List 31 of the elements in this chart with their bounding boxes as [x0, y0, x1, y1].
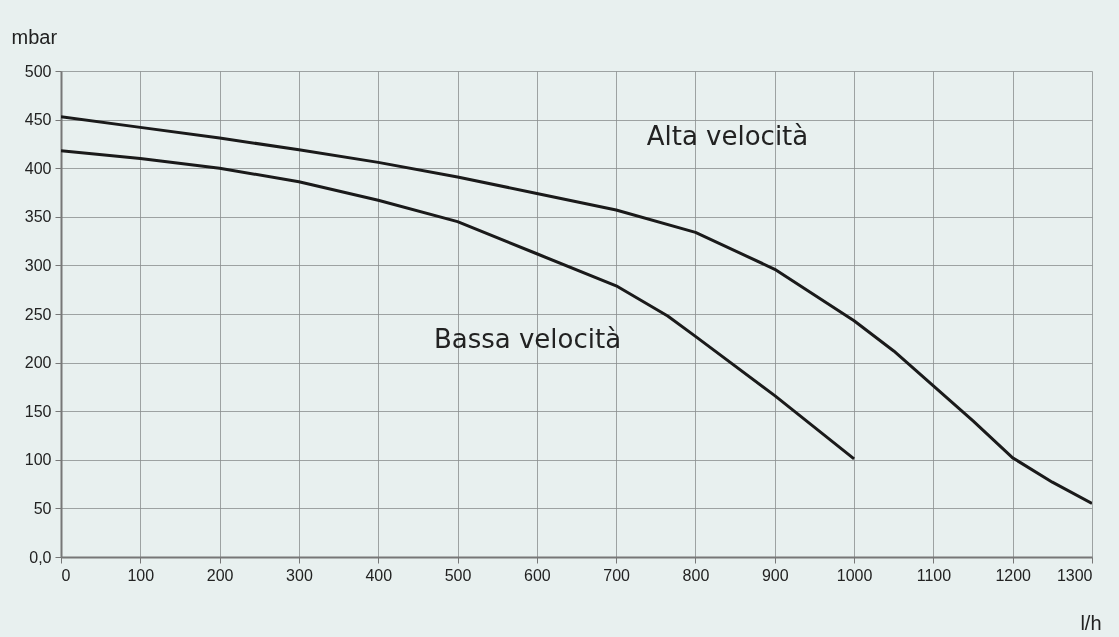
x-tick-label: 100 [127, 566, 155, 584]
y-tick-label: 0,0 [29, 548, 52, 566]
x-tick-label: 400 [365, 566, 393, 584]
x-tick-label: 200 [206, 566, 234, 584]
x-tick-label: 800 [682, 566, 710, 584]
x-tick-label: 1100 [916, 566, 952, 584]
x-tick-label: 1300 [1056, 566, 1093, 584]
y-tick-label: 350 [24, 208, 52, 226]
x-axis-title: l/h [1080, 611, 1102, 634]
x-tick-label: 0 [61, 566, 71, 584]
y-tick-label: 100 [24, 451, 52, 469]
y-tick-label: 200 [24, 354, 52, 372]
series-label: Bassa velocità [433, 323, 622, 354]
x-tick-label: 1000 [836, 566, 873, 584]
x-tick-label: 300 [286, 566, 313, 584]
y-tick-label: 450 [24, 111, 52, 129]
y-tick-label: 50 [33, 499, 52, 517]
x-tick-label: 900 [761, 566, 789, 584]
y-tick-label: 150 [24, 402, 52, 420]
line-series [61, 115, 1092, 506]
x-tick-label: 600 [523, 566, 551, 584]
y-tick-label: 300 [24, 256, 52, 274]
text: Alta velocità [646, 121, 809, 152]
y-tick-label: 500 [24, 62, 52, 80]
x-tick-label: 500 [444, 566, 472, 584]
x-tick-label: 1200 [995, 566, 1032, 584]
x-tick-label: 700 [603, 566, 631, 584]
y-tick-label: 400 [24, 159, 52, 177]
y-axis-title: mbar [11, 25, 58, 48]
line-series [61, 149, 856, 461]
y-tick-label: 250 [24, 305, 52, 323]
